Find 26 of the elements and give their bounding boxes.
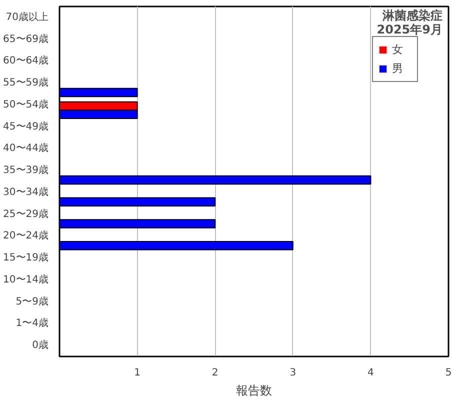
legend-label: 男 bbox=[392, 61, 404, 76]
chart-title: 淋菌感染症 bbox=[382, 8, 442, 22]
y-tick-label: 50〜54歳 bbox=[3, 98, 49, 110]
y-tick-label: 70歳以上 bbox=[6, 10, 49, 23]
x-tick-label: 1 bbox=[134, 368, 140, 378]
y-tick-label: 55〜59歳 bbox=[3, 76, 49, 89]
x-tick-label: 3 bbox=[290, 368, 296, 378]
y-tick-label: 60〜64歳 bbox=[3, 54, 49, 67]
x-axis-title: 報告数 bbox=[236, 384, 272, 398]
y-tick-label: 0歳 bbox=[32, 339, 49, 352]
y-tick-label: 5〜9歳 bbox=[16, 295, 49, 308]
legend-label: 女 bbox=[392, 42, 404, 57]
y-tick-label: 20〜24歳 bbox=[3, 230, 49, 242]
y-tick-label: 10〜14歳 bbox=[3, 273, 49, 286]
y-tick-label: 35〜39歳 bbox=[3, 164, 49, 176]
x-tick-label: 4 bbox=[368, 368, 374, 378]
x-tick-label: 2 bbox=[212, 368, 218, 378]
y-tick-label: 1〜4歳 bbox=[16, 317, 49, 330]
y-tick-label: 65〜69歳 bbox=[3, 32, 49, 45]
y-tick-label: 45〜49歳 bbox=[3, 120, 49, 132]
y-tick-label: 15〜19歳 bbox=[3, 252, 49, 264]
y-tick-label: 25〜29歳 bbox=[3, 208, 49, 220]
text: 2025年9月 bbox=[376, 22, 442, 36]
x-tick-label: 5 bbox=[445, 368, 452, 378]
y-tick-label: 40〜44歳 bbox=[3, 142, 49, 154]
y-tick-label: 30〜34歳 bbox=[3, 186, 49, 198]
